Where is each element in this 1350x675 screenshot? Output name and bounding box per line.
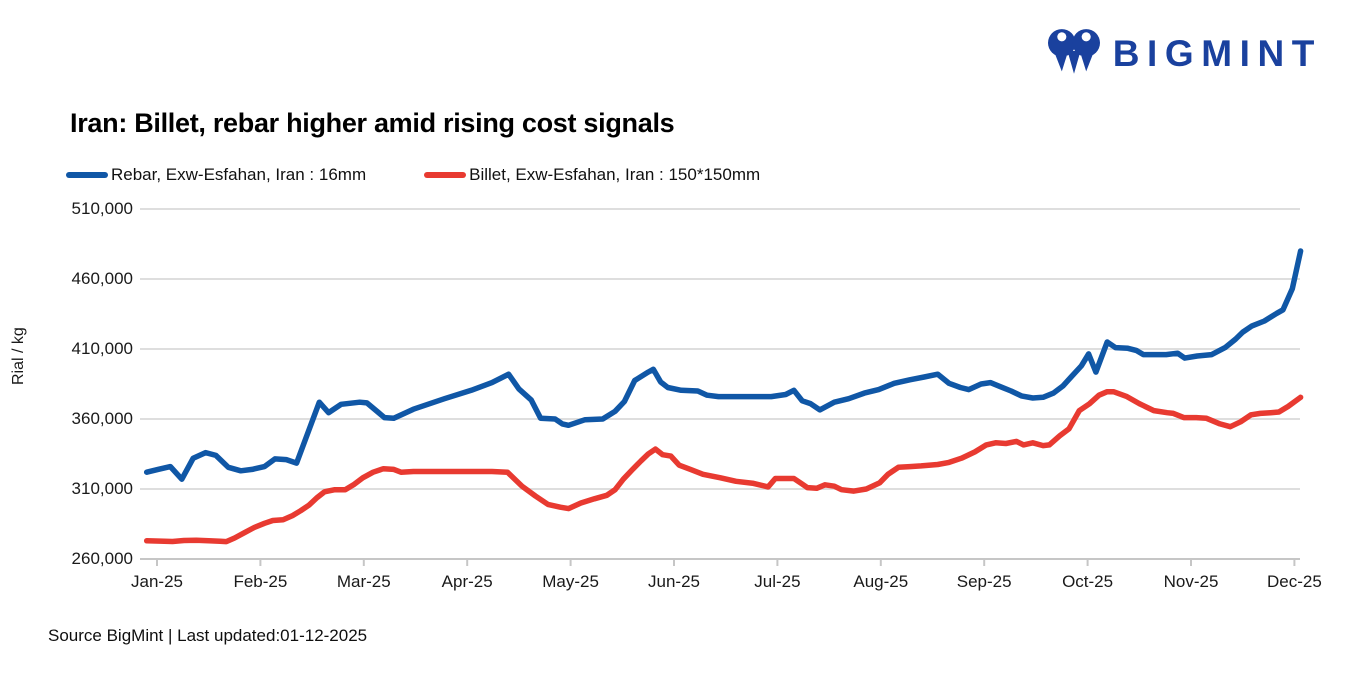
legend-entry-billet: Billet, Exw-Esfahan, Iran : 150*150mm xyxy=(424,165,760,185)
rebar-line-swatch-icon xyxy=(66,172,108,178)
x-tick-label: Jun-25 xyxy=(648,572,700,591)
x-tick-label: May-25 xyxy=(542,572,599,591)
x-tick-label: Jul-25 xyxy=(754,572,801,591)
y-axis-title: Rial / kg xyxy=(10,327,27,385)
source-note: Source BigMint | Last updated:01-12-2025 xyxy=(48,626,368,645)
legend-label-billet: Billet, Exw-Esfahan, Iran : 150*150mm xyxy=(469,165,761,184)
brand-wordmark: BIGMINT xyxy=(1112,33,1322,74)
bigmint-logo-icon xyxy=(1047,22,1100,85)
y-tick-label: 460,000 xyxy=(71,269,133,288)
legend-label-rebar: Rebar, Exw-Esfahan, Iran : 16mm xyxy=(111,165,367,184)
chart-title: Iran: Billet, rebar higher amid rising c… xyxy=(70,108,675,138)
x-tick-label: Feb-25 xyxy=(233,572,288,591)
y-tick-label: 410,000 xyxy=(71,339,133,358)
x-tick-label: Aug-25 xyxy=(853,572,909,591)
x-tick-label: Mar-25 xyxy=(336,572,391,591)
y-tick-label: 310,000 xyxy=(71,479,133,498)
billet-150x150-line xyxy=(143,388,1304,545)
y-tick-label: 260,000 xyxy=(71,549,133,568)
y-tick-label: 510,000 xyxy=(71,199,133,218)
billet-line-swatch-icon xyxy=(424,172,467,178)
brand-header: BIGMINT xyxy=(1047,22,1322,85)
x-tick-label: Apr-25 xyxy=(441,572,493,591)
y-tick-label: 360,000 xyxy=(71,409,133,428)
chart-legend: Rebar, Exw-Esfahan, Iran : 16mm Billet, … xyxy=(66,165,760,185)
rebar-16mm-line xyxy=(143,248,1304,482)
x-tick-label: Oct-25 xyxy=(1062,572,1114,591)
x-tick-label: Jan-25 xyxy=(131,572,183,591)
x-tick-label: Nov-25 xyxy=(1163,572,1219,591)
x-tick-label: Dec-25 xyxy=(1266,572,1322,591)
x-tick-label: Sep-25 xyxy=(956,572,1012,591)
legend-entry-rebar: Rebar, Exw-Esfahan, Iran : 16mm xyxy=(66,165,366,185)
plot-area xyxy=(140,208,1304,566)
